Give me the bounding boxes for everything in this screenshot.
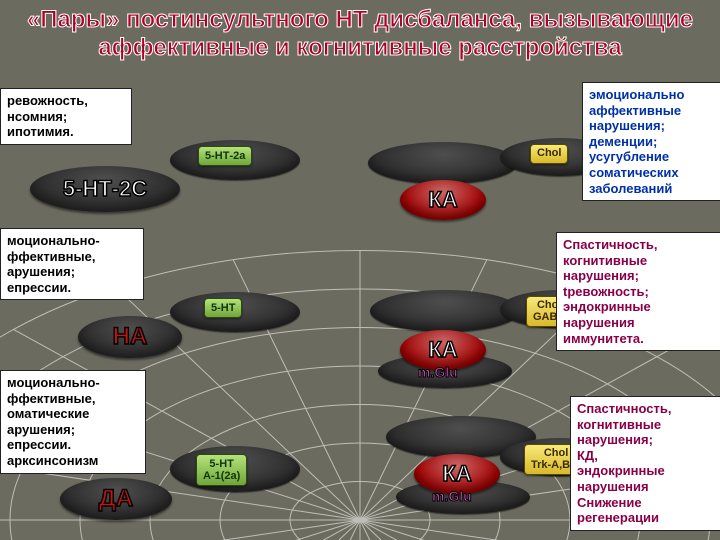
bg-ellipse <box>368 142 518 184</box>
clinical-box-right: Спастичность,когнитивныенарушения;КД,энд… <box>570 396 720 531</box>
clinical-box-left: моционально-ффективные,арушения;епрессии… <box>0 228 144 300</box>
green-label: 5-НТ-2а <box>198 146 252 166</box>
mglu-label: m.Glu <box>418 364 458 380</box>
clinical-box-left: ревожность,нсомния;ипотимия. <box>0 88 132 145</box>
nt-label: КА <box>428 187 457 213</box>
diagram-title: «Пары» постинсультного НТ дисбаланса, вы… <box>0 6 720 61</box>
nt-label: НА <box>113 323 148 351</box>
bg-ellipse <box>370 290 520 332</box>
yellow-label: Chol <box>530 144 568 164</box>
green-label: 5-НТА-1(2а) <box>196 454 247 486</box>
clinical-box-right: эмоциональноаффективныенарушения;деменци… <box>582 82 720 201</box>
nt-label: ДА <box>99 485 133 513</box>
mglu-label: m.Glu <box>432 488 472 504</box>
nt-node-ka1: КА <box>400 180 486 220</box>
clinical-box-left: моционально-ффективные,оматическиеарушен… <box>0 370 146 474</box>
nt-label: КА <box>442 461 471 487</box>
nt-label: 5-НТ-2С <box>63 176 147 202</box>
nt-node-5ht2c: 5-НТ-2С <box>30 166 180 212</box>
nt-node-da: ДА <box>60 478 172 520</box>
green-label: 5-НТ <box>204 298 242 318</box>
nt-label: КА <box>428 337 457 363</box>
nt-node-na: НА <box>78 316 182 358</box>
diagram-canvas: «Пары» постинсультного НТ дисбаланса, вы… <box>0 0 720 540</box>
clinical-box-right: Спастичность,когнитивныенарушения;tревож… <box>556 232 720 351</box>
